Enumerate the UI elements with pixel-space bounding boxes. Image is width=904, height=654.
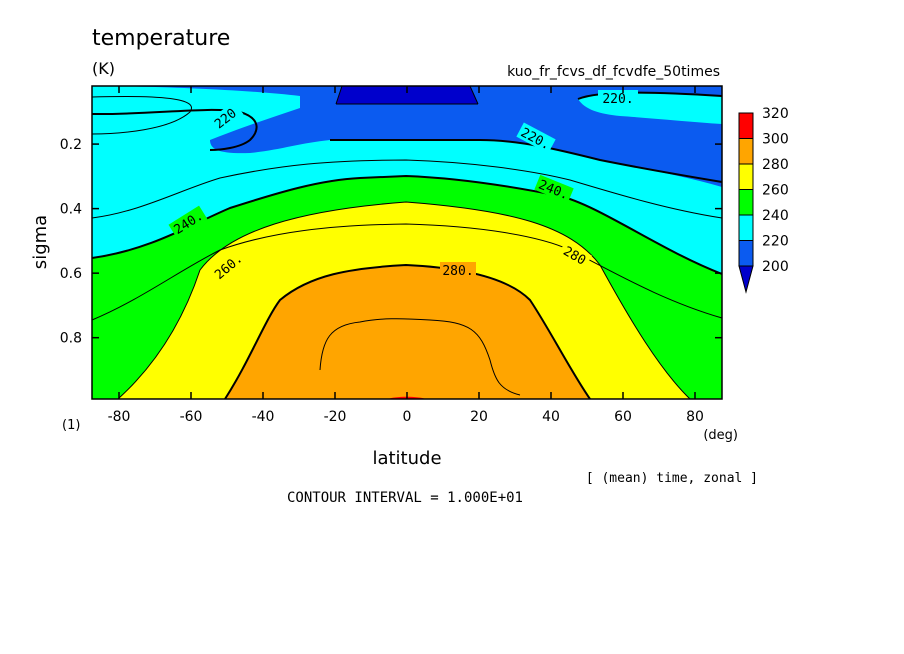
- x-tick-label: 0: [403, 409, 412, 425]
- colorbar-label: 200: [762, 259, 789, 275]
- colorbar-label: 220: [762, 234, 789, 250]
- x-tick-label: -80: [108, 409, 131, 425]
- x-unit-note: (deg): [703, 428, 738, 443]
- y-tick-label: 0.6: [60, 266, 82, 282]
- colorbar-swatch: [738, 112, 754, 139]
- contours-minor: [91, 85, 723, 400]
- colorbar-swatch: [738, 163, 754, 190]
- contour-interval-note: CONTOUR INTERVAL = 1.000E+01: [287, 490, 523, 506]
- chart-title: temperature: [92, 26, 230, 51]
- y-axis: 0.2 0.4 0.6 0.8: [60, 137, 722, 347]
- colorbar-swatch: [738, 214, 754, 241]
- y-tick-label: 0.2: [60, 137, 82, 153]
- contour-labels: 220 220. 220. 240. 240. 260. 280. 280: [168, 90, 638, 284]
- x-tick-label: 40: [542, 409, 560, 425]
- x-tick-label: 60: [614, 409, 632, 425]
- colorbar-swatch: [738, 138, 754, 165]
- x-tick-label: -60: [180, 409, 203, 425]
- colorbar-underflow-triangle: [738, 265, 754, 294]
- y-tick-label: 0.4: [60, 202, 82, 218]
- colorbar-label: 240: [762, 208, 789, 224]
- colorbar-label: 260: [762, 183, 789, 199]
- colorbar: 320 300 280 260 240 220 200: [738, 106, 789, 294]
- plot-area: 220 220. 220. 240. 240. 260. 280. 280: [91, 85, 723, 400]
- x-axis: -80 -60 -40 -20 0 20 40 60 80: [108, 86, 704, 425]
- band-cold-top: [336, 86, 478, 104]
- experiment-label: kuo_fr_fcvs_df_fcvdfe_50times: [507, 64, 720, 80]
- contour-label: 280.: [442, 264, 473, 279]
- averaging-note: [ (mean) time, zonal ]: [586, 471, 758, 486]
- colorbar-label: 300: [762, 132, 789, 148]
- colorbar-label: 280: [762, 157, 789, 173]
- contour-label: 220.: [602, 92, 633, 107]
- band-280-300: [225, 265, 590, 399]
- y-axis-title: sigma: [30, 215, 51, 269]
- x-tick-label: -20: [324, 409, 347, 425]
- y-unit-note: (1): [62, 418, 80, 433]
- x-tick-label: -40: [252, 409, 275, 425]
- x-tick-label: 20: [470, 409, 488, 425]
- units-label: (K): [92, 59, 115, 78]
- colorbar-swatch: [738, 240, 754, 267]
- colorbar-swatch: [738, 189, 754, 216]
- band-220-240-topleft: [92, 96, 192, 134]
- x-axis-title: latitude: [372, 448, 441, 469]
- y-tick-label: 0.8: [60, 331, 82, 347]
- colorbar-label: 320: [762, 106, 789, 122]
- x-tick-label: 80: [686, 409, 704, 425]
